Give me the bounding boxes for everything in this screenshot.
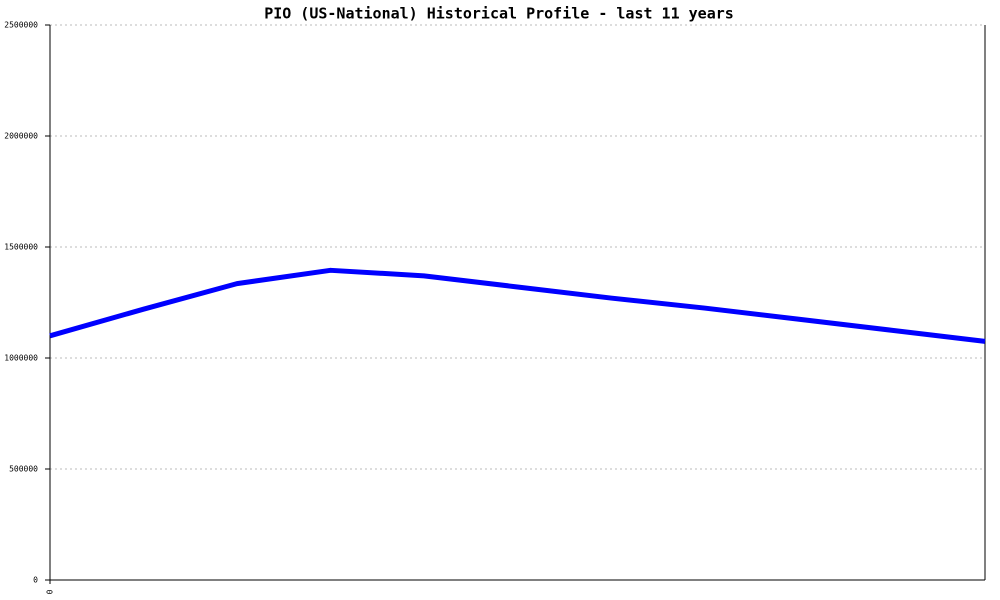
- y-tick-label: 2500000: [4, 21, 38, 30]
- y-tick-label: 2000000: [4, 132, 38, 141]
- chart-title: PIO (US-National) Historical Profile - l…: [264, 5, 734, 23]
- y-tick-label: 1000000: [4, 354, 38, 363]
- data-line: [49, 267, 986, 344]
- y-tick-label: 500000: [9, 465, 38, 474]
- y-tick-label: 1500000: [4, 243, 38, 252]
- x-tick-label: 0: [46, 589, 55, 594]
- y-tick-label: 0: [33, 576, 38, 585]
